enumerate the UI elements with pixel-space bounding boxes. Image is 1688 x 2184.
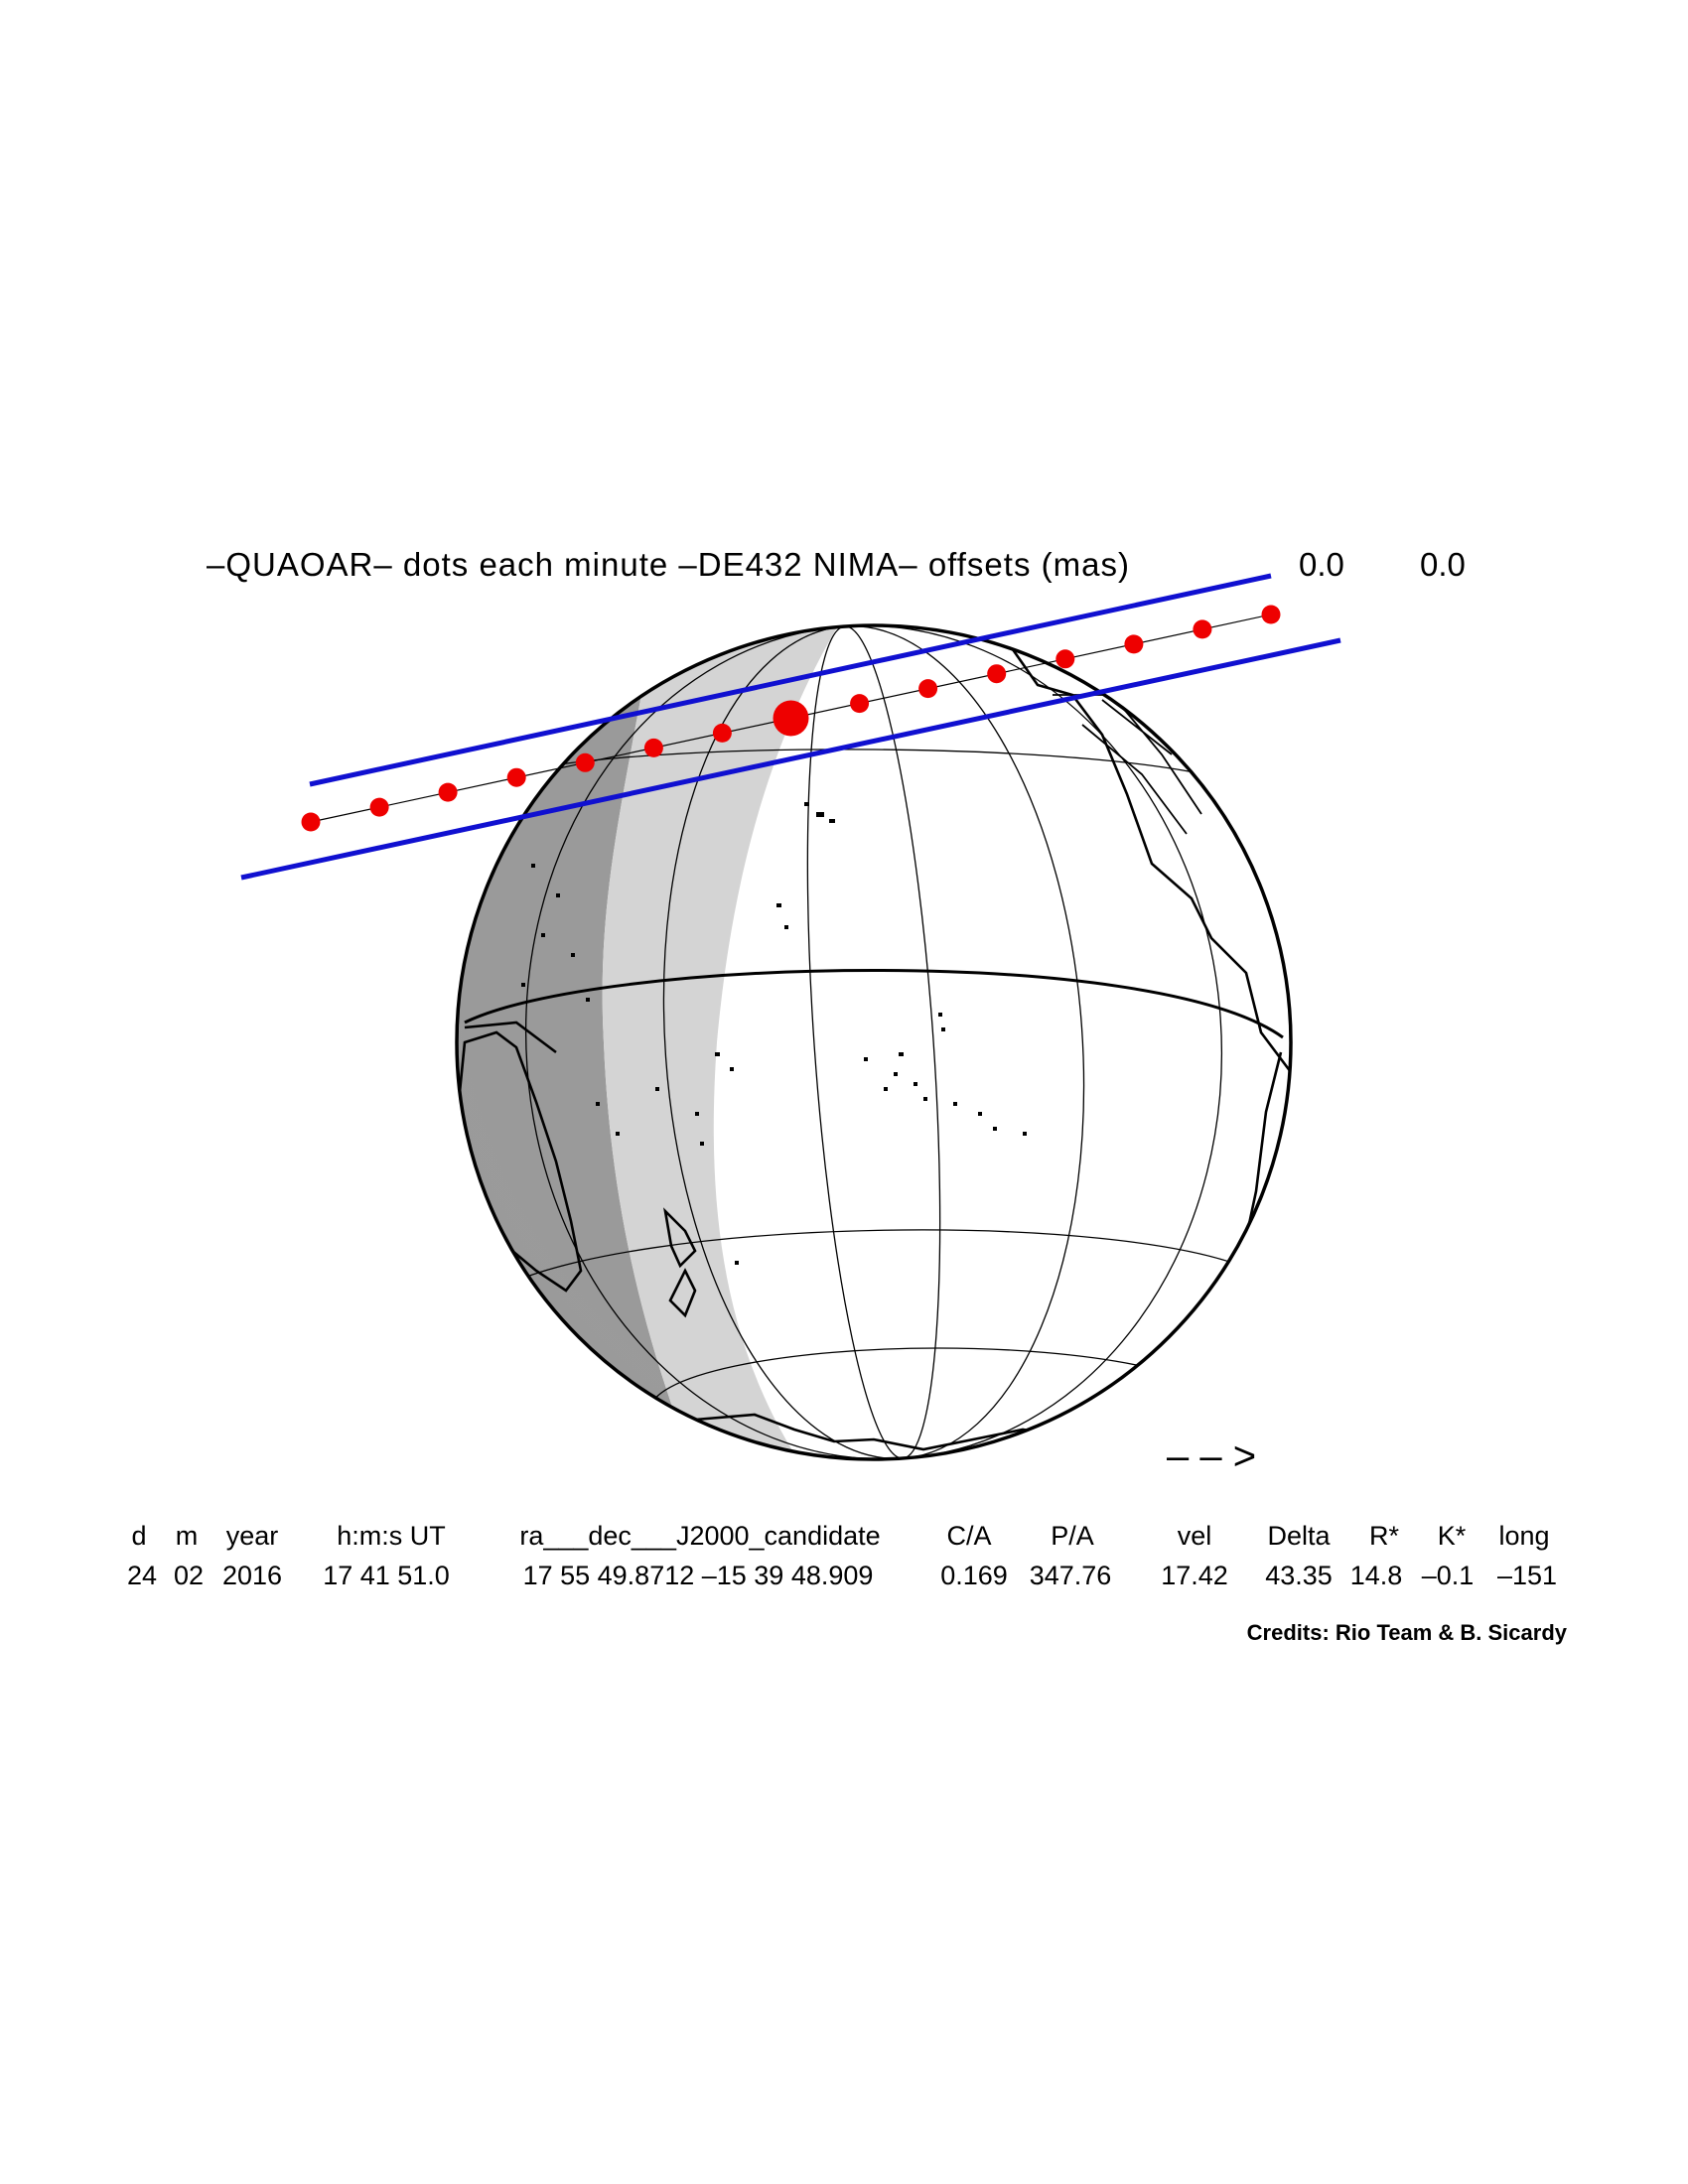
- globe-outline: [455, 623, 1293, 1461]
- minute-dot: [575, 752, 595, 772]
- value-delta: 43.35: [1265, 1561, 1333, 1590]
- minute-dots: [301, 605, 1281, 832]
- value-d: 24: [127, 1561, 157, 1590]
- header-pa: P/A: [1051, 1521, 1094, 1551]
- minute-dot: [1193, 619, 1212, 639]
- value-time: 17 41 51.0: [323, 1561, 450, 1590]
- value-long: –151: [1497, 1561, 1557, 1590]
- value-kstar: –0.1: [1422, 1561, 1475, 1590]
- offset-ra: 0.0: [1299, 546, 1344, 583]
- header-rstar: R*: [1369, 1521, 1399, 1551]
- header-kstar: K*: [1438, 1521, 1467, 1551]
- value-vel: 17.42: [1161, 1561, 1228, 1590]
- minute-dot: [918, 679, 938, 699]
- value-pa: 347.76: [1030, 1561, 1112, 1590]
- header-vel: vel: [1178, 1521, 1212, 1551]
- north-limit-line: [309, 573, 1272, 787]
- minute-dot: [1261, 605, 1281, 624]
- minute-dot: [369, 797, 389, 817]
- minute-dot: [643, 738, 663, 757]
- credits: Credits: Rio Team & B. Sicardy: [1247, 1620, 1568, 1645]
- header-time: h:m:s UT: [337, 1521, 446, 1551]
- closest-approach-dot: [773, 700, 809, 737]
- offset-dec: 0.0: [1420, 546, 1466, 583]
- minute-dot: [850, 694, 870, 714]
- header-ca: C/A: [946, 1521, 991, 1551]
- minute-dot: [438, 782, 458, 802]
- direction-arrow: – – >: [1167, 1434, 1256, 1478]
- minute-dot: [1124, 634, 1144, 654]
- header-delta: Delta: [1267, 1521, 1331, 1551]
- minute-dot: [712, 723, 732, 743]
- header-year: year: [226, 1521, 279, 1551]
- equator: [464, 969, 1284, 1039]
- table-headers: d m year h:m:s UT ra___dec___J2000_candi…: [131, 1521, 1549, 1551]
- minute-dot: [987, 664, 1007, 684]
- value-rstar: 14.8: [1350, 1561, 1403, 1590]
- south-limit-line: [240, 637, 1341, 881]
- header-coords: ra___dec___J2000_candidate: [519, 1521, 880, 1551]
- header-d: d: [131, 1521, 146, 1551]
- table-values: 24 02 2016 17 41 51.0 17 55 49.8712 –15 …: [127, 1561, 1557, 1590]
- minute-dot: [1055, 649, 1075, 669]
- minute-dot: [506, 767, 526, 787]
- minute-dot: [301, 812, 321, 832]
- map-title: –QUAOAR– dots each minute –DE432 NIMA– o…: [207, 546, 1130, 583]
- value-year: 2016: [222, 1561, 282, 1590]
- value-ca: 0.169: [940, 1561, 1008, 1590]
- header-m: m: [176, 1521, 199, 1551]
- header-long: long: [1498, 1521, 1549, 1551]
- value-m: 02: [174, 1561, 204, 1590]
- value-coords: 17 55 49.8712 –15 39 48.909: [523, 1561, 874, 1590]
- pacific-islands: [521, 802, 1027, 1265]
